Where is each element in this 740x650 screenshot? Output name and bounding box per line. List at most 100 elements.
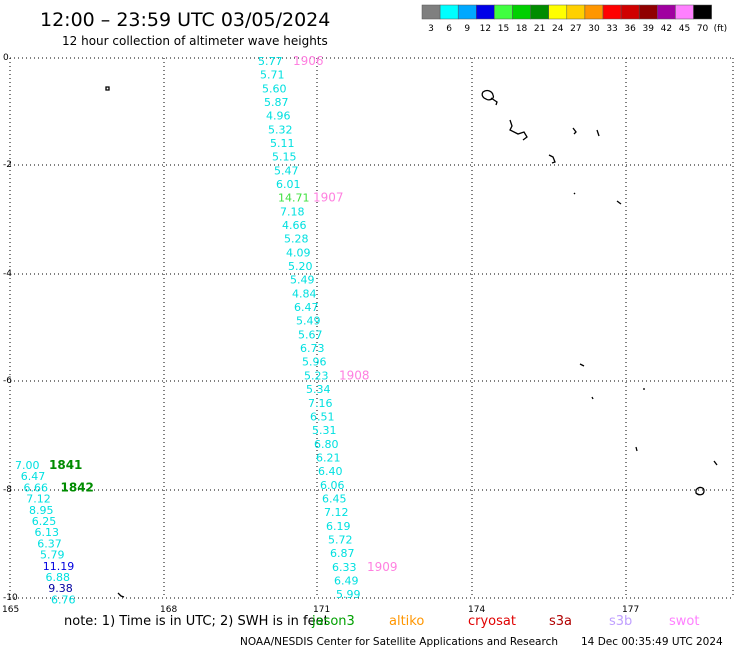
legend-swatch [530, 4, 549, 20]
legend-swatch [584, 4, 604, 20]
wave-height-value: 14.71 [278, 192, 310, 205]
satellite-name: s3b [609, 614, 632, 629]
wave-height-value: 5.99 [336, 588, 361, 601]
lat-tick-label: -10 [3, 593, 18, 603]
footer-timestamp: 14 Dec 00:35:49 UTC 2024 [581, 636, 723, 648]
lon-tick-label: 177 [622, 605, 639, 615]
island-tuvalu-a [579, 363, 585, 367]
legend-label: 45 [679, 24, 690, 34]
lon-tick-label: 174 [468, 605, 485, 615]
footer-credit: NOAA/NESDIS Center for Satellite Applica… [240, 636, 558, 648]
map-title: 12:00 – 23:59 UTC 03/05/2024 [40, 9, 330, 31]
wave-height-value: 6.13 [35, 526, 60, 539]
island-gilbert-d [548, 154, 556, 164]
legend-unit: (ft) [714, 24, 728, 34]
legend-swatch [494, 4, 513, 20]
wave-height-value: 6.21 [316, 451, 341, 464]
wave-height-value: 7.12 [324, 506, 349, 519]
wave-height-value: 6.45 [322, 492, 347, 505]
legend-label: 36 [624, 24, 636, 34]
wave-height-value: 5.15 [272, 151, 297, 164]
legend-label: 24 [552, 24, 564, 34]
legend-swatch [675, 4, 694, 20]
wave-height-value: 5.72 [328, 533, 353, 546]
wave-height-value: 4.09 [286, 246, 311, 259]
wave-height-value: 4.84 [292, 287, 317, 300]
legend-swatch [638, 4, 658, 20]
lat-tick-label: -8 [3, 485, 12, 495]
wave-height-value: 6.47 [294, 301, 319, 314]
legend-swatch [439, 4, 459, 20]
island-tuvalu-f [695, 486, 705, 496]
wave-height-value: 5.87 [264, 96, 289, 109]
satellite-name: s3a [549, 614, 572, 629]
wave-height-value: 9.38 [48, 582, 73, 595]
wave-height-value: 5.49 [296, 315, 321, 328]
island-gilbert-e [573, 192, 576, 195]
wave-height-value: 5.60 [262, 82, 287, 95]
wave-height-value: 4.96 [266, 110, 291, 123]
satellite-name: swot [669, 614, 699, 629]
legend-swatch [602, 4, 622, 20]
legend-label: 21 [534, 24, 545, 34]
map-subtitle: 12 hour collection of altimeter wave hei… [62, 34, 328, 48]
wave-height-legend: 3 6 9 12 15 18 21 24 27 30 33 36 39 42 45 70 (ft) [421, 4, 728, 34]
wave-height-value: 6.76 [51, 593, 76, 606]
satellite-name: cryosat [468, 614, 516, 629]
wave-height-value: 6.40 [318, 465, 343, 478]
island-nauru [105, 86, 110, 91]
pass-time-label: 1908 [339, 368, 370, 382]
legend-swatch [548, 4, 568, 20]
track-east: 5.775.715.605.874.965.325.115.155.476.01… [258, 54, 398, 601]
pass-time-label: 1906 [293, 54, 324, 68]
lon-tick-label: 171 [313, 605, 330, 615]
wave-height-value: 5.79 [40, 549, 65, 562]
wave-height-value: 6.37 [37, 537, 62, 550]
island-gilbert-b [572, 127, 577, 135]
wave-height-value: 5.20 [288, 260, 313, 273]
wave-height-value: 6.25 [32, 515, 57, 528]
wave-height-value: 6.51 [310, 410, 335, 423]
wave-height-value: 7.16 [308, 397, 333, 410]
wave-height-value: 4.66 [282, 219, 307, 232]
island-tuvalu-c [591, 396, 594, 400]
pass-time-label: 1907 [313, 191, 344, 205]
legend-label: 15 [498, 24, 509, 34]
footer-note: note: 1) Time is in UTC; 2) SWH is in fe… [64, 614, 329, 629]
lon-tick-label: 168 [160, 605, 177, 615]
legend-swatch [566, 4, 586, 20]
wave-height-value: 6.80 [314, 438, 339, 451]
legend-swatch [620, 4, 640, 20]
satellite-legend: jason3 altiko cryosat s3a s3b swot [311, 614, 699, 629]
track-west: 7.006.476.667.128.956.256.136.375.7911.1… [15, 458, 94, 606]
wave-height-value: 7.00 [15, 459, 40, 472]
legend-label: 6 [446, 24, 452, 34]
wave-height-value: 6.47 [21, 470, 46, 483]
legend-label: 42 [661, 24, 672, 34]
pass-time-label: 1842 [61, 480, 94, 494]
legend-label: 9 [464, 24, 470, 34]
wave-height-value: 5.28 [284, 233, 309, 246]
legend-label: 18 [516, 24, 528, 34]
wave-height-value: 5.11 [270, 137, 295, 150]
island-tuvalu-e [713, 460, 718, 466]
island-gilbert-north [481, 89, 498, 106]
lat-tick-label: -6 [3, 376, 12, 386]
pass-time-label: 1841 [49, 458, 82, 472]
legend-label: 33 [606, 24, 617, 34]
wave-height-value: 6.49 [334, 574, 359, 587]
wave-height-value: 8.95 [29, 504, 54, 517]
wave-height-value: 7.12 [26, 493, 51, 506]
wave-height-value: 7.18 [280, 205, 305, 218]
wave-height-value: 6.06 [320, 479, 345, 492]
land-outlines [105, 86, 718, 598]
wave-height-value: 5.23 [304, 369, 329, 382]
island-gilbert-a [509, 119, 528, 141]
legend-label: 12 [480, 24, 491, 34]
wave-height-value: 6.88 [46, 571, 71, 584]
wave-height-value: 5.31 [312, 424, 337, 437]
legend-swatch [421, 4, 441, 20]
wave-height-value: 5.71 [260, 69, 285, 82]
island-gilbert-c [596, 129, 600, 137]
